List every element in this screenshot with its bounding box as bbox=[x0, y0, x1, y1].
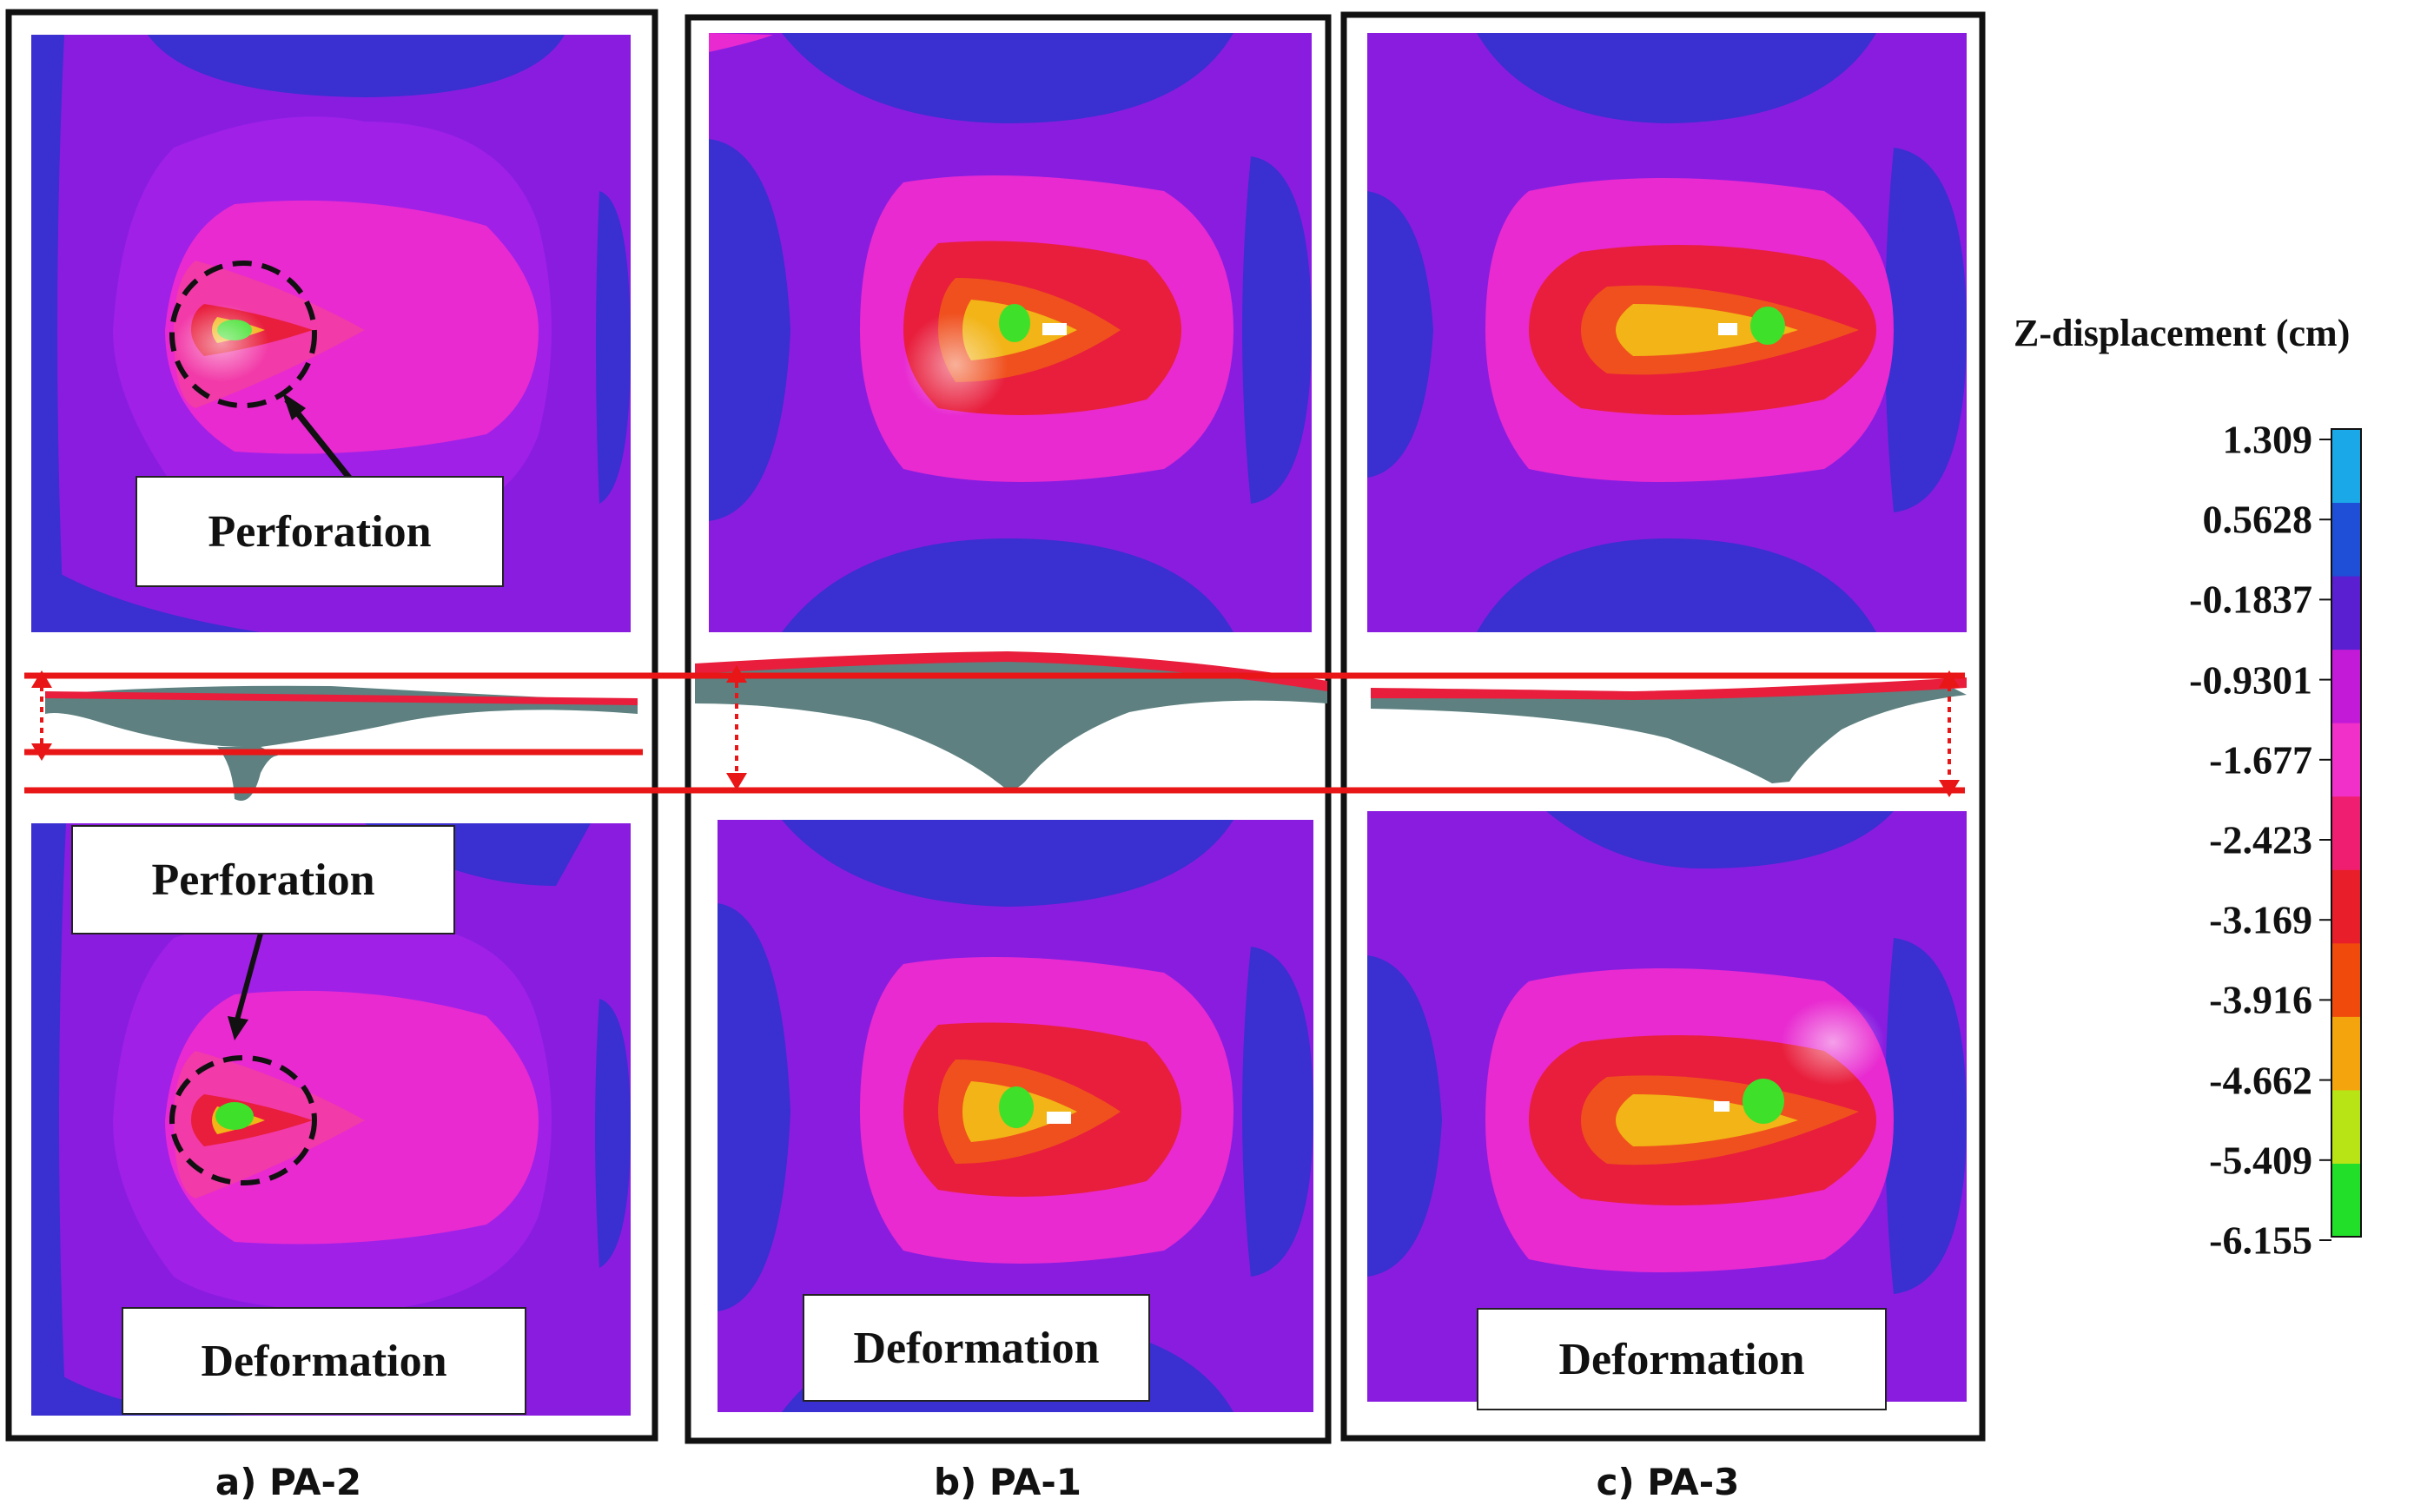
bottom-plate-contour bbox=[1367, 811, 1967, 1402]
color-scale-band bbox=[2331, 429, 2361, 504]
perforation-circle bbox=[169, 261, 317, 408]
top-plate-contour bbox=[1367, 33, 1967, 632]
color-scale-band bbox=[2331, 942, 2361, 1017]
color-scale-band bbox=[2331, 796, 2361, 870]
reference-lines bbox=[24, 672, 1965, 794]
deformation-label: Deformation bbox=[1477, 1308, 1887, 1410]
color-scale-band bbox=[2331, 1089, 2361, 1164]
color-scale-tick-label: -0.9301 bbox=[2189, 657, 2312, 703]
color-scale-frame bbox=[2331, 428, 2362, 1238]
panel-pa-3 bbox=[1340, 11, 1986, 1442]
deformation-label: Deformation bbox=[803, 1294, 1150, 1402]
color-scale-band bbox=[2331, 649, 2361, 723]
top-plate-contour bbox=[31, 35, 631, 632]
cross-section bbox=[1371, 670, 1967, 797]
perforation-arrow bbox=[234, 933, 263, 1024]
cross-section bbox=[31, 670, 638, 801]
panel-frame bbox=[685, 14, 1332, 1444]
deformation-label: Deformation bbox=[122, 1307, 526, 1415]
color-scale-tick-label: -1.677 bbox=[2209, 737, 2312, 782]
color-scale-tick-label: -0.1837 bbox=[2189, 577, 2312, 622]
color-scale-tick-label: 0.5628 bbox=[2202, 497, 2313, 542]
panel-pa-2 bbox=[5, 9, 658, 1442]
color-scale-band bbox=[2331, 869, 2361, 944]
perforation-label: Perforation bbox=[71, 825, 455, 934]
caption-pa-3: c) PA-3 bbox=[1596, 1461, 1740, 1503]
color-scale-tick-label: -5.409 bbox=[2209, 1138, 2312, 1183]
color-scale bbox=[2319, 428, 2362, 1241]
color-scale-tick-label: -6.155 bbox=[2209, 1218, 2312, 1263]
panel-frame bbox=[5, 9, 658, 1442]
color-scale-title: Z-displacement (cm) bbox=[2014, 312, 2351, 354]
color-scale-tick-label: -4.662 bbox=[2209, 1058, 2312, 1103]
caption-pa-1: b) PA-1 bbox=[934, 1461, 1081, 1503]
color-scale-band bbox=[2331, 723, 2361, 797]
color-scale-tick-label: 1.309 bbox=[2222, 417, 2313, 462]
caption-pa-2: a) PA-2 bbox=[215, 1461, 362, 1503]
perforation-label: Perforation bbox=[136, 476, 504, 587]
top-plate-contour bbox=[709, 33, 1312, 632]
color-scale-band bbox=[2331, 1163, 2361, 1238]
panel-pa-1 bbox=[685, 14, 1332, 1444]
color-scale-tick-label: -2.423 bbox=[2209, 817, 2312, 862]
color-scale-band bbox=[2331, 576, 2361, 650]
color-scale-tick-label: -3.916 bbox=[2209, 977, 2312, 1022]
perforation-circle bbox=[169, 1055, 317, 1185]
panel-frame bbox=[1340, 11, 1986, 1442]
color-scale-band bbox=[2331, 1016, 2361, 1091]
color-scale-tick-label: -3.169 bbox=[2209, 897, 2312, 942]
cross-section bbox=[695, 651, 1327, 790]
color-scale-band bbox=[2331, 502, 2361, 577]
